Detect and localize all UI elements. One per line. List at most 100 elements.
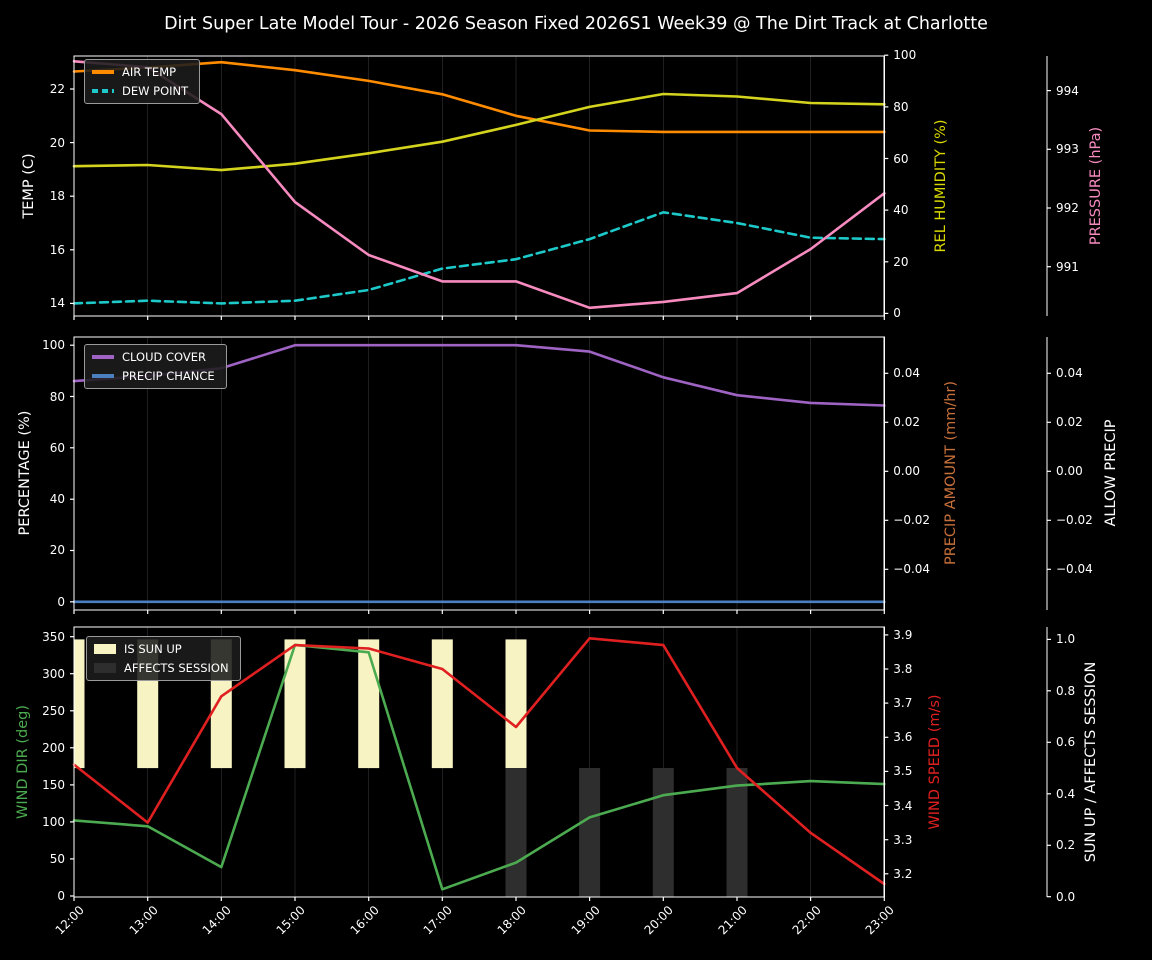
affects-session-bar bbox=[652, 768, 674, 897]
tick-label: 16 bbox=[49, 242, 65, 257]
sun-up-axis-label: SUN UP / AFFECTS SESSION bbox=[1083, 661, 1099, 863]
legend-label: CLOUD COVER bbox=[122, 350, 207, 364]
tick-label: 20 bbox=[893, 254, 909, 269]
legend-item: AIR TEMP bbox=[92, 65, 188, 79]
precip-amount-axis-label: PRECIP AMOUNT (mm/hr) bbox=[943, 380, 959, 566]
is-sun-up-bar bbox=[505, 639, 527, 769]
tick-label: 250 bbox=[42, 703, 65, 718]
tick-label: 0 bbox=[57, 594, 65, 609]
tick-label: −0.02 bbox=[893, 513, 931, 528]
tick-label: 3.8 bbox=[893, 661, 913, 676]
tick-label: 80 bbox=[893, 99, 909, 114]
tick-label: 80 bbox=[49, 389, 65, 404]
is-sun-up-bar bbox=[431, 639, 453, 769]
tick-label: 3.2 bbox=[893, 866, 913, 881]
tick-label: 0.04 bbox=[893, 366, 921, 381]
tick-label: 0 bbox=[57, 888, 65, 903]
legend-panel-2: IS SUN UP AFFECTS SESSION bbox=[86, 636, 241, 681]
legend-label: AFFECTS SESSION bbox=[124, 661, 229, 675]
affects-session-swatch bbox=[94, 663, 116, 673]
tick-label: 992 bbox=[1056, 201, 1079, 215]
tick-label: 60 bbox=[893, 151, 909, 166]
affects-session-bar bbox=[505, 768, 527, 897]
tick-label: 1.0 bbox=[1056, 632, 1076, 647]
legend-label: DEW POINT bbox=[122, 84, 189, 98]
tick-label: 20 bbox=[49, 543, 65, 558]
air-temp-line bbox=[72, 60, 886, 134]
dew-point-line bbox=[72, 211, 886, 305]
percentage-axis-label: PERCENTAGE (%) bbox=[17, 410, 33, 536]
chart-title: Dirt Super Late Model Tour - 2026 Season… bbox=[164, 14, 988, 34]
tick-label: 0.02 bbox=[893, 415, 921, 430]
tick-label: 20 bbox=[49, 135, 65, 150]
tick-label: 60 bbox=[49, 440, 65, 455]
tick-label: 3.7 bbox=[893, 696, 913, 711]
legend-item: IS SUN UP bbox=[94, 642, 229, 656]
legend-item: AFFECTS SESSION bbox=[94, 661, 229, 675]
tick-label: −0.04 bbox=[1056, 562, 1093, 577]
tick-label: 18 bbox=[49, 189, 65, 204]
wind-dir-axis-label: WIND DIR (deg) bbox=[15, 704, 31, 820]
tick-label: 0.0 bbox=[1056, 889, 1076, 904]
tick-label: 22 bbox=[49, 81, 65, 96]
is-sun-up-bar bbox=[358, 639, 380, 769]
tick-label: 100 bbox=[893, 48, 917, 63]
tick-label: 3.4 bbox=[893, 798, 913, 813]
tick-label: 3.5 bbox=[893, 764, 913, 779]
affects-session-bar bbox=[579, 768, 601, 897]
tick-label: 0.02 bbox=[1056, 415, 1083, 430]
dew-point-swatch bbox=[92, 89, 114, 93]
legend-label: AIR TEMP bbox=[122, 65, 177, 79]
wind-dir-line bbox=[72, 643, 886, 891]
tick-label: 3.9 bbox=[893, 627, 913, 642]
tick-label: 991 bbox=[1056, 259, 1079, 274]
pressure-line bbox=[72, 59, 886, 310]
wind-speed-line bbox=[72, 636, 886, 886]
cloud-cover-swatch bbox=[92, 355, 114, 359]
rel-humidity-line bbox=[72, 92, 886, 172]
tick-label: 0.04 bbox=[1056, 366, 1083, 381]
pressure-axis-label: PRESSURE (hPa) bbox=[1088, 126, 1104, 246]
tick-label: 150 bbox=[42, 777, 65, 792]
affects-session-bar bbox=[726, 768, 748, 897]
wind-speed-axis-label: WIND SPEED (m/s) bbox=[927, 694, 943, 830]
legend-item: DEW POINT bbox=[92, 84, 188, 98]
tick-label: 0.8 bbox=[1056, 683, 1076, 698]
tick-label: 100 bbox=[42, 814, 65, 829]
allow-precip-axis-label: ALLOW PRECIP bbox=[1103, 419, 1119, 527]
tick-label: 994 bbox=[1056, 83, 1079, 98]
tick-label: 3.3 bbox=[893, 832, 913, 847]
precip-chance-swatch bbox=[92, 374, 114, 378]
tick-label: 0.6 bbox=[1056, 735, 1076, 750]
humidity-axis-label: REL HUMIDITY (%) bbox=[933, 119, 949, 253]
legend-item: CLOUD COVER bbox=[92, 350, 215, 364]
is-sun-up-swatch bbox=[94, 644, 116, 654]
tick-label: −0.02 bbox=[1056, 513, 1093, 528]
legend-panel-0: AIR TEMP DEW POINT bbox=[84, 59, 201, 104]
tick-label: 350 bbox=[42, 629, 65, 644]
tick-label: 0.4 bbox=[1056, 786, 1076, 801]
tick-label: 0.00 bbox=[893, 464, 921, 479]
legend-item: PRECIP CHANCE bbox=[92, 369, 215, 383]
legend-panel-1: CLOUD COVER PRECIP CHANCE bbox=[84, 344, 227, 389]
tick-label: −0.04 bbox=[893, 562, 931, 577]
tick-label: 0.00 bbox=[1056, 464, 1083, 479]
legend-label: IS SUN UP bbox=[124, 642, 182, 656]
is-sun-up-bar bbox=[284, 639, 306, 769]
tick-label: 50 bbox=[49, 851, 65, 866]
legend-label: PRECIP CHANCE bbox=[122, 369, 215, 383]
tick-label: 14 bbox=[49, 296, 65, 311]
tick-label: 200 bbox=[42, 740, 65, 755]
tick-label: 40 bbox=[49, 492, 65, 507]
air-temp-swatch bbox=[92, 70, 114, 74]
tick-label: 40 bbox=[893, 203, 909, 218]
tick-label: 300 bbox=[42, 666, 65, 681]
tick-label: 0.2 bbox=[1056, 838, 1076, 853]
tick-label: 993 bbox=[1056, 142, 1079, 157]
tick-label: 3.6 bbox=[893, 730, 913, 745]
temp-axis-label: TEMP (C) bbox=[21, 153, 37, 219]
tick-label: 0 bbox=[893, 306, 901, 321]
is-sun-up-bar bbox=[74, 639, 85, 769]
